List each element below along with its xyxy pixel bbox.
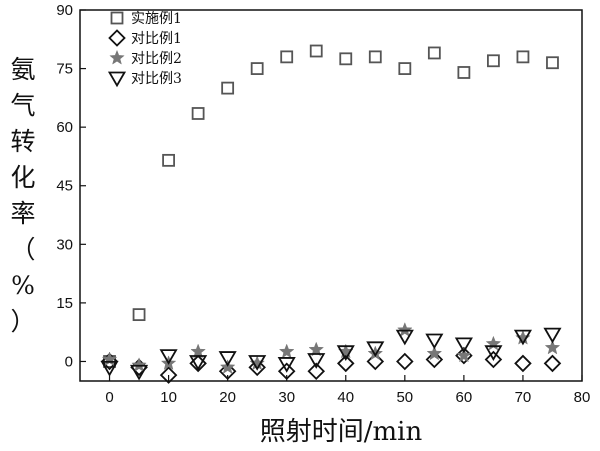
data-point [543,327,562,344]
x-tick-label: 50 [396,389,413,406]
y-tick-label: 75 [56,61,73,78]
data-point [397,322,413,337]
legend: 实施例1 对比例1 对比例2 对比例3 [107,11,182,88]
data-point [280,50,294,64]
plot-area-frame [79,9,583,382]
data-point [250,62,264,75]
legend-label: 对比例2 [131,51,182,67]
data-point [159,349,178,365]
data-point [396,352,414,371]
data-point [514,354,532,373]
data-point [159,366,178,384]
data-point [426,345,443,361]
y-tick-label: 90 [56,2,73,19]
y-tick-label: 30 [56,236,73,253]
data-point [307,353,326,369]
y-tick-label: 45 [56,178,73,195]
data-point [366,341,385,358]
data-point [307,362,326,381]
data-point [336,345,355,362]
data-point [546,56,559,70]
series-1 [103,44,559,368]
data-point [427,46,441,60]
legend-label: 实施例1 [131,11,182,27]
data-point [513,329,532,346]
x-tick-label: 10 [160,389,177,406]
data-marks [100,44,562,384]
data-point [543,354,562,373]
data-point [131,357,147,373]
x-tick-label: 0 [105,389,113,406]
series-4 [100,327,562,381]
x-axis-title: 照射时间/min [260,417,423,447]
data-point [100,360,119,377]
data-point [189,355,208,371]
data-point [221,81,235,95]
data-point [485,335,502,351]
data-point [487,54,500,68]
data-point [457,66,471,79]
data-point [425,333,444,350]
data-point [336,354,355,373]
data-point [277,357,296,373]
legend-label: 对比例3 [131,71,182,87]
data-point [425,350,444,369]
data-point [277,362,296,381]
data-point [456,347,472,363]
data-point [395,329,414,346]
x-tick-label: 20 [219,389,236,406]
data-point [248,355,267,371]
y-axis-title: 氨气转化率（%） [10,55,35,336]
data-point [218,362,237,381]
x-tick-label: 40 [337,389,354,406]
data-point [368,50,382,64]
data-point [398,62,412,75]
data-point [190,343,206,359]
x-tick-label: 30 [278,389,295,406]
data-point [484,345,503,362]
data-point [516,50,530,64]
data-point [278,343,295,359]
data-point [162,153,175,167]
data-point [308,341,325,357]
legend-marker [108,29,126,47]
x-tick-label: 70 [515,389,532,406]
data-point [130,364,149,381]
data-point [248,358,266,377]
y-tick-label: 60 [56,119,73,136]
legend-marker [110,11,124,25]
data-point [218,351,237,367]
legend-marker [107,71,127,88]
x-tick-label: 80 [574,389,591,406]
data-point [366,352,385,371]
x-tick-label: 60 [456,389,473,406]
legend-marker [109,49,125,65]
data-point [484,350,503,369]
axis-ticks: 0 10 20 30 40 50 60 70 80 0 15 30 45 60 75 90 [56,2,590,406]
y-tick-label: 15 [56,295,73,312]
data-point [454,337,473,354]
data-point [191,107,205,120]
data-point [309,44,323,58]
data-point [339,52,353,66]
data-point [544,339,561,355]
data-point [132,308,146,322]
legend-label: 对比例1 [131,31,182,47]
y-tick-label: 0 [65,353,73,370]
